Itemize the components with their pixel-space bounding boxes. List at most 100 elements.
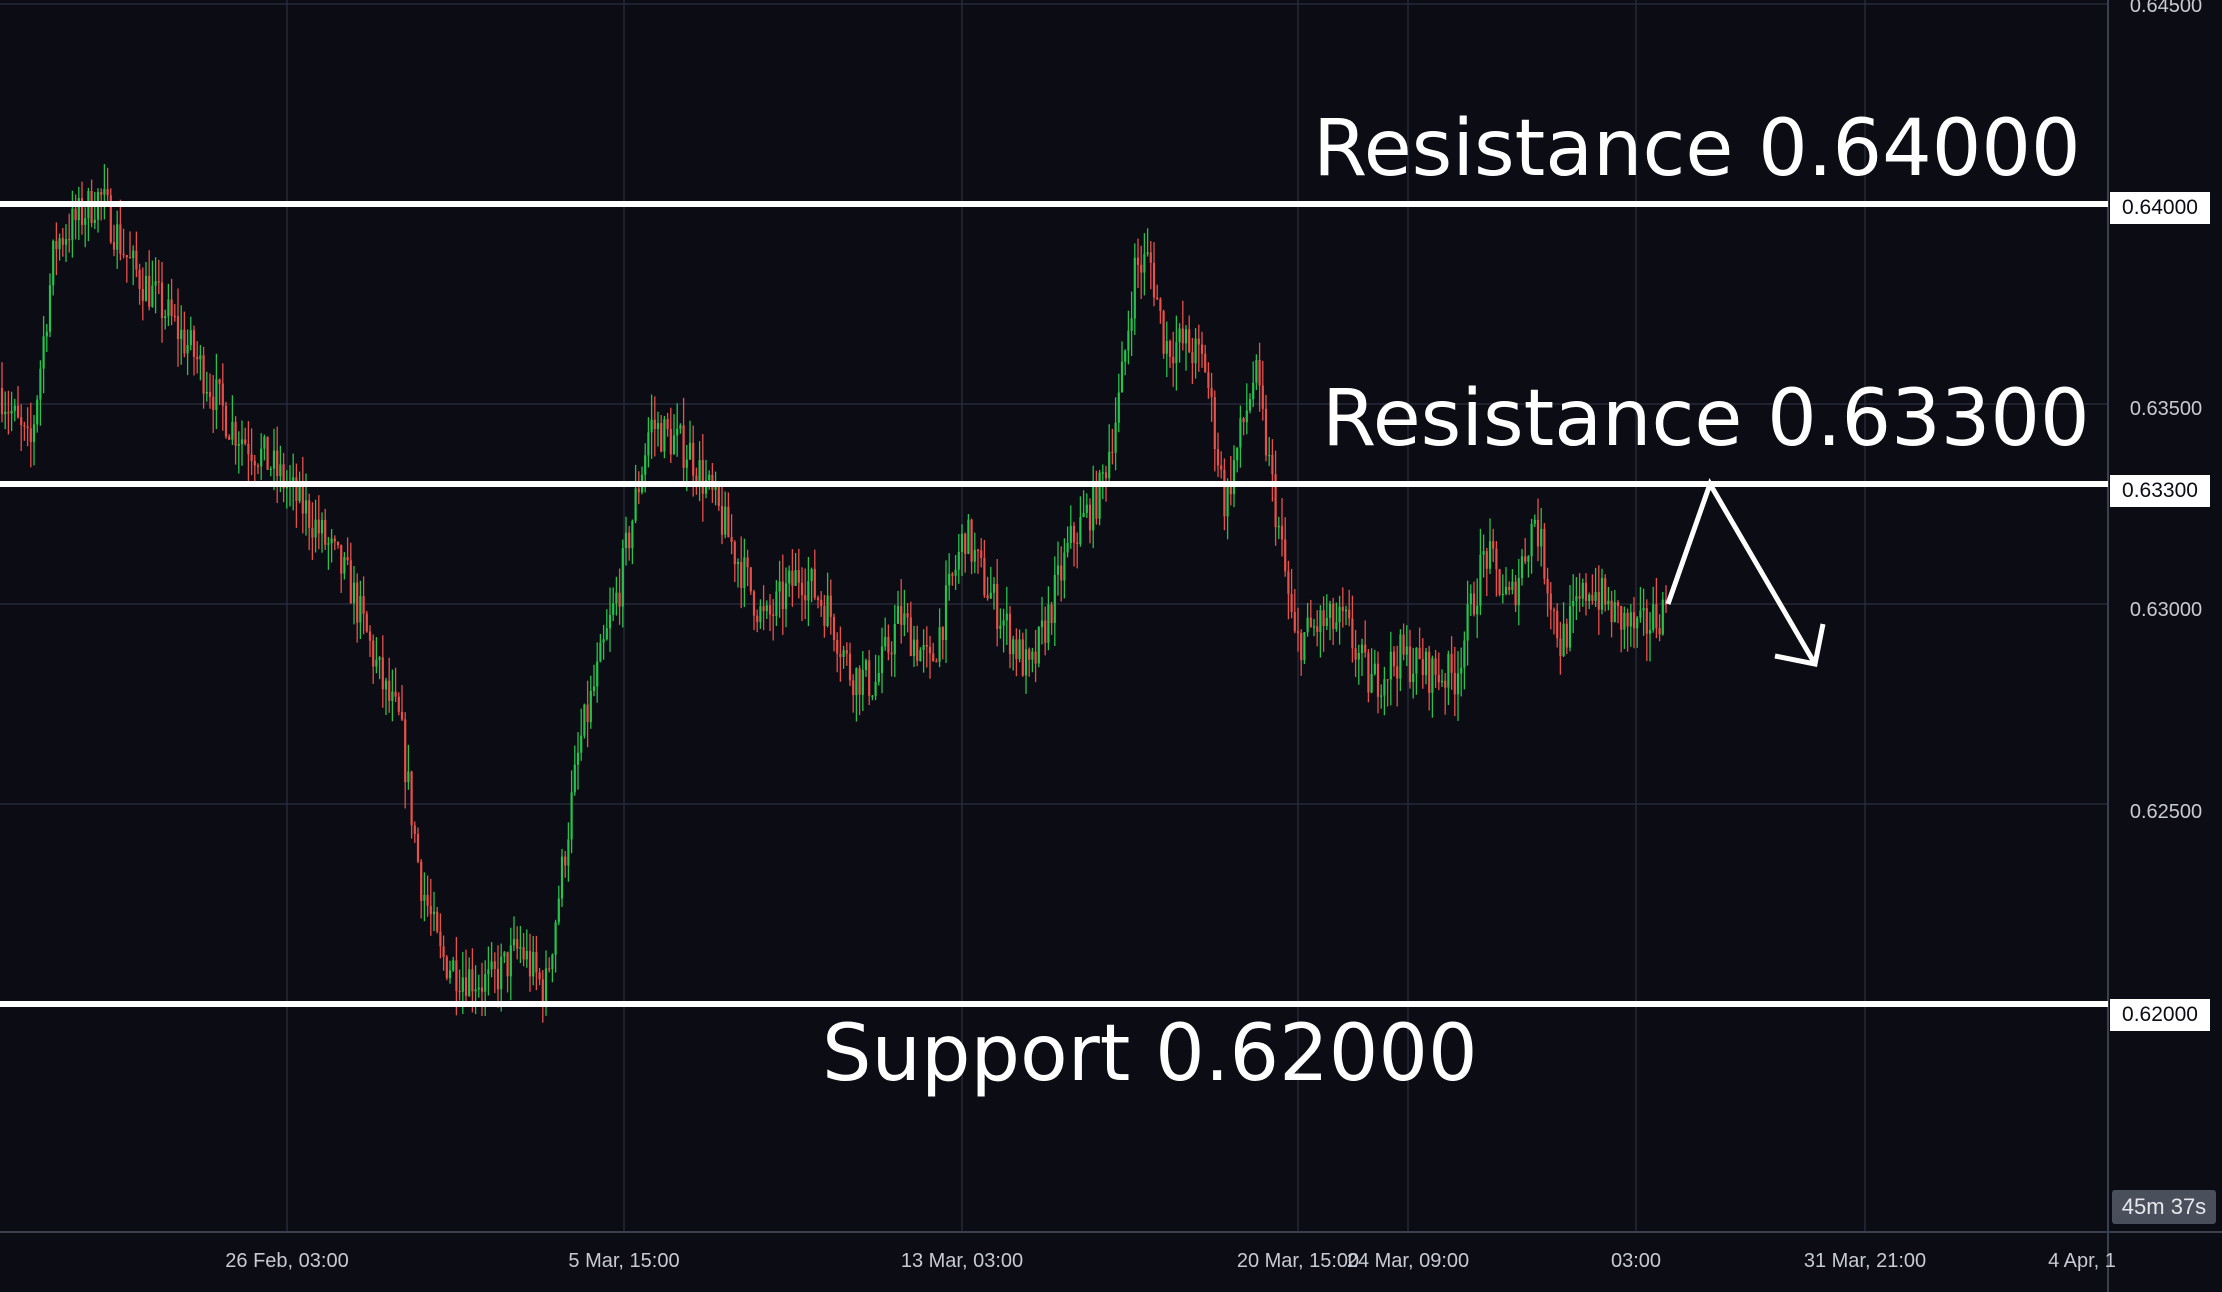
candle-bullish [1303, 632, 1306, 661]
candle-bearish [1565, 623, 1568, 648]
candle-bullish [1092, 482, 1095, 531]
candle-bearish [752, 591, 756, 616]
x-tick-label: 4 Apr, 1 [2048, 1250, 2116, 1272]
candle-bullish [954, 569, 957, 576]
candle-bullish [960, 533, 964, 552]
candle-bearish [1280, 525, 1284, 540]
candle-bearish [1495, 548, 1498, 570]
candle-bullish [103, 189, 106, 195]
candle-bullish [1357, 652, 1360, 660]
candle-bearish [1213, 397, 1216, 449]
candle-bullish [52, 240, 55, 286]
candle-bullish [765, 605, 768, 612]
candle-bearish [394, 691, 397, 697]
candle-bearish [426, 895, 429, 906]
candle-bullish [1031, 651, 1034, 660]
candle-bullish [375, 659, 378, 667]
candle-bullish [788, 570, 791, 584]
candle-bullish [957, 551, 960, 570]
candle-bearish [109, 195, 112, 243]
candle-bullish [1226, 481, 1229, 517]
candle-bearish [1556, 610, 1559, 639]
candle-bearish [308, 500, 311, 528]
candle-bearish [1008, 613, 1012, 655]
candle-bullish [1460, 667, 1463, 674]
candle-bearish [964, 533, 967, 554]
candle-bullish [1440, 680, 1444, 683]
candle-bullish [1047, 604, 1050, 643]
candle-bearish [628, 532, 631, 549]
candle-bearish [740, 562, 743, 588]
candle-bullish [423, 895, 426, 901]
candle-bullish [631, 520, 634, 549]
candle-bearish [756, 615, 759, 623]
y-tick-label: 0.62500 [2129, 801, 2203, 823]
candle-bullish [1588, 594, 1591, 601]
candle-bearish [823, 606, 826, 626]
candle-bearish [202, 355, 205, 394]
candle-bearish [1172, 356, 1175, 364]
candle-bearish [1207, 372, 1210, 389]
candle-bearish [333, 538, 336, 542]
candle-bearish [730, 537, 733, 543]
candle-bullish [384, 680, 388, 690]
candle-bearish [148, 275, 151, 307]
candle-bearish [727, 506, 730, 538]
candle-bearish [816, 597, 820, 600]
candle-bullish [724, 506, 727, 535]
candle-bearish [1271, 455, 1274, 475]
candle-bullish [884, 636, 887, 647]
candle-bullish [685, 459, 688, 468]
candle-bearish [324, 519, 327, 545]
candle-bearish [848, 653, 852, 681]
candle-bearish [800, 582, 804, 596]
candle-bearish [1015, 639, 1018, 660]
candle-bearish [1210, 388, 1213, 398]
candle-bullish [260, 448, 263, 467]
candle-bullish [84, 218, 87, 225]
candle-bearish [1034, 651, 1037, 664]
candle-bullish [1511, 581, 1514, 590]
candle-bearish [253, 460, 256, 466]
candle-bearish [400, 711, 404, 720]
candle-bearish [311, 527, 314, 538]
candle-bullish [663, 419, 666, 452]
candle-bearish [1508, 586, 1511, 590]
candle-bearish [1437, 674, 1440, 683]
candle-bullish [42, 336, 45, 369]
candle-bullish [151, 285, 154, 307]
level-price-tag: 0.64000 [2110, 192, 2210, 224]
candle-bullish [1424, 651, 1428, 676]
candle-bearish [506, 952, 509, 977]
candle-bullish [1463, 640, 1466, 668]
candle-bearish [68, 239, 71, 241]
candle-bullish [1383, 679, 1386, 696]
candle-bullish [592, 686, 596, 691]
candle-bullish [1255, 360, 1258, 383]
candle-bearish [717, 484, 720, 507]
candle-bearish [682, 425, 685, 468]
candle-bullish [784, 583, 788, 610]
candle-bearish [772, 614, 775, 616]
candle-bearish [983, 557, 986, 596]
candle-bearish [970, 519, 973, 562]
candle-bearish [416, 833, 420, 862]
candle-bearish [1418, 647, 1421, 660]
candle-bullish [391, 691, 394, 701]
candle-bullish [1581, 582, 1584, 599]
candle-bullish [93, 219, 96, 223]
candle-bullish [279, 464, 282, 477]
candle-bearish [141, 288, 144, 301]
x-tick-label: 03:00 [1610, 1250, 1662, 1272]
candle-bullish [1370, 674, 1373, 693]
candle-bullish [896, 605, 900, 624]
candle-bearish [106, 189, 109, 196]
candle-bullish [759, 606, 762, 623]
candle-bearish [112, 242, 116, 250]
candle-bullish [1239, 418, 1242, 448]
candle-bearish [1168, 341, 1172, 357]
candle-bullish [292, 477, 295, 483]
candle-bullish [1018, 639, 1021, 660]
candle-bearish [1610, 600, 1613, 623]
